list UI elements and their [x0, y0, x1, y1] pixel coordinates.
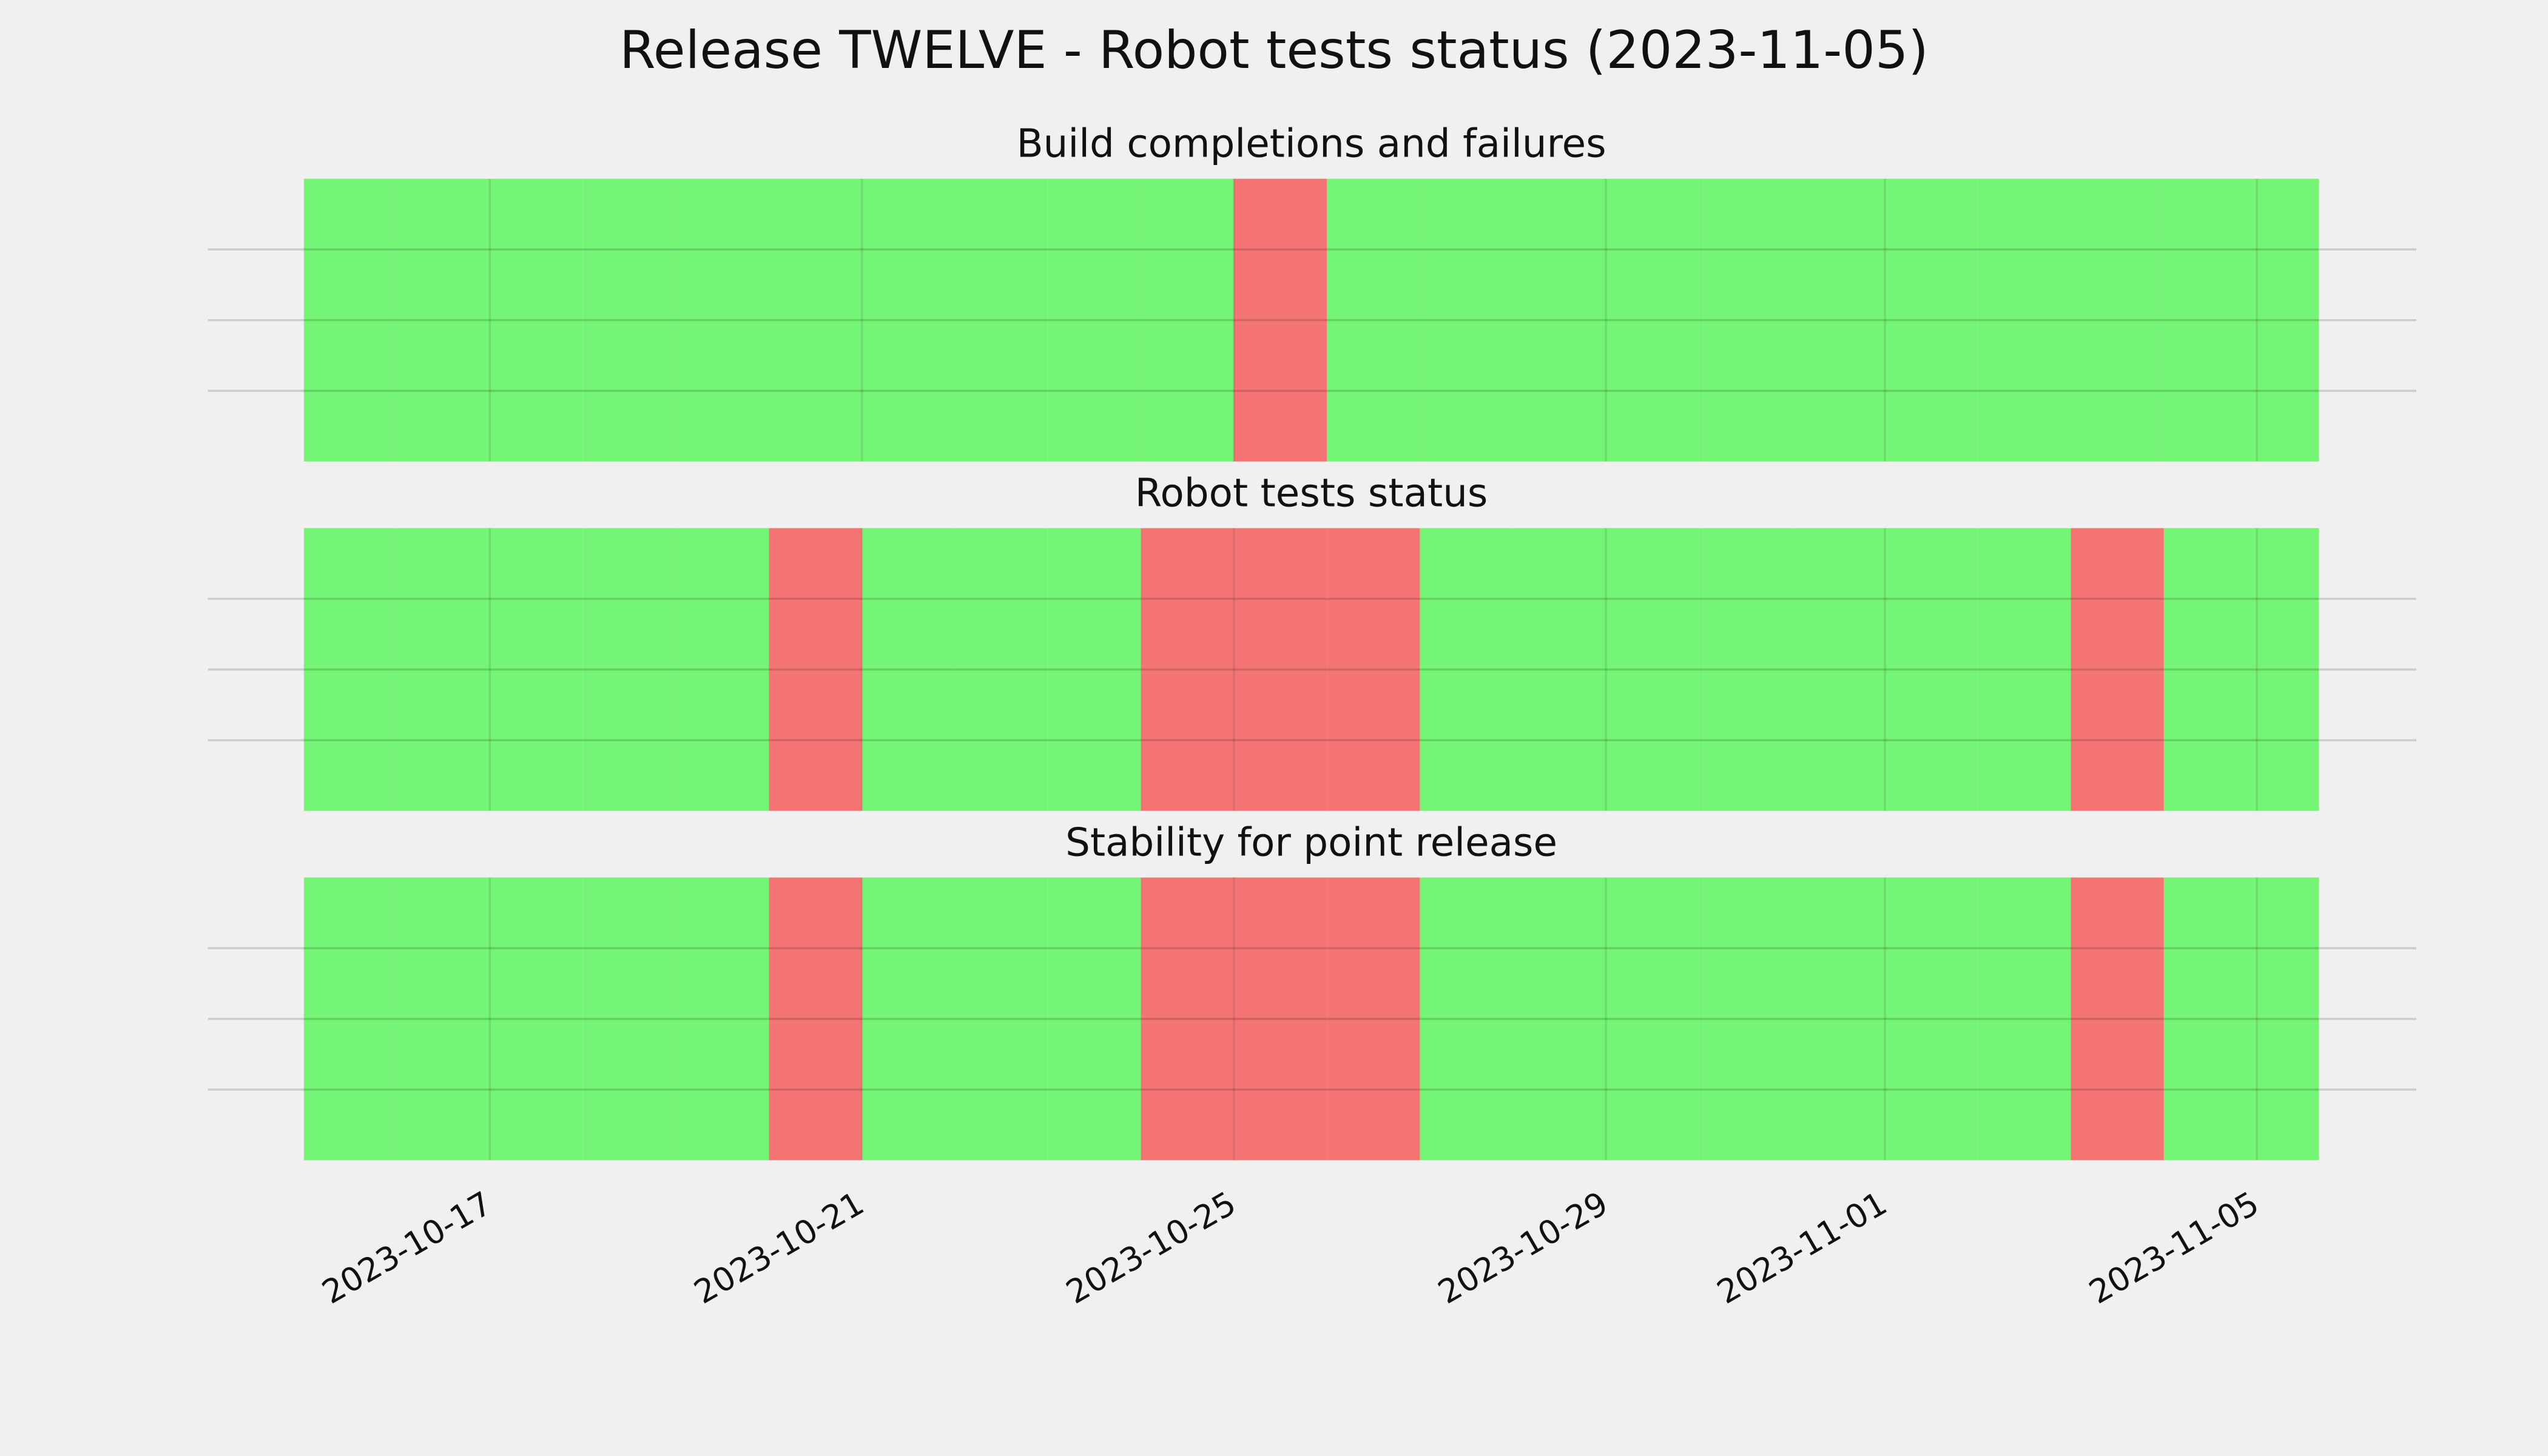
- panel-title: Stability for point release: [1065, 820, 1557, 865]
- panel-title: Robot tests status: [1135, 471, 1488, 516]
- status-bar: [1327, 877, 1420, 1161]
- status-bar: [2257, 178, 2319, 462]
- status-bar: [1512, 178, 1606, 462]
- status-bar: [2163, 877, 2257, 1161]
- status-bar: [1699, 178, 1792, 462]
- chart-title: Release TWELVE - Robot tests status (202…: [619, 20, 1929, 81]
- status-bar: [954, 877, 1048, 1161]
- status-bar: [1141, 178, 1234, 462]
- status-bar: [303, 877, 397, 1161]
- status-bar: [2257, 528, 2319, 811]
- status-bar: [490, 877, 583, 1161]
- status-bar: [582, 528, 676, 811]
- status-bar: [769, 877, 862, 1161]
- panel-title: Build completions and failures: [1017, 121, 1606, 167]
- status-bar: [1978, 528, 2071, 811]
- status-bar: [490, 528, 583, 811]
- status-bar: [2071, 178, 2164, 462]
- status-bar: [1791, 528, 1885, 811]
- status-bar: [1978, 178, 2071, 462]
- status-bar: [861, 178, 955, 462]
- status-bar: [1606, 877, 1699, 1161]
- status-bar: [954, 178, 1048, 462]
- status-bar: [397, 178, 490, 462]
- status-bar: [1327, 528, 1420, 811]
- status-bar: [1141, 877, 1234, 1161]
- status-bar: [303, 178, 397, 462]
- status-bar: [1233, 877, 1327, 1161]
- status-bar: [1791, 178, 1885, 462]
- status-bar: [1420, 877, 1513, 1161]
- status-bar: [2071, 528, 2164, 811]
- status-bar: [1884, 877, 1978, 1161]
- status-bar: [1141, 528, 1234, 811]
- status-bar: [2163, 528, 2257, 811]
- status-bar: [582, 877, 676, 1161]
- status-bar: [1978, 877, 2071, 1161]
- status-bar: [676, 528, 769, 811]
- status-bar: [490, 178, 583, 462]
- status-bar: [1699, 528, 1792, 811]
- status-bar: [1420, 178, 1513, 462]
- status-bar: [1048, 877, 1141, 1161]
- status-bar: [1420, 528, 1513, 811]
- status-bar: [1048, 178, 1141, 462]
- status-bar: [2257, 877, 2319, 1161]
- status-bar: [1512, 877, 1606, 1161]
- status-bar: [582, 178, 676, 462]
- status-bar: [303, 528, 397, 811]
- status-bar: [397, 877, 490, 1161]
- status-bar: [1233, 528, 1327, 811]
- status-bar: [1048, 528, 1141, 811]
- status-bar: [397, 528, 490, 811]
- status-bar: [1606, 528, 1699, 811]
- status-bar: [676, 178, 769, 462]
- status-bar: [1233, 178, 1327, 462]
- status-bar: [1791, 877, 1885, 1161]
- status-bar: [861, 877, 955, 1161]
- status-bar: [861, 528, 955, 811]
- status-bar: [2163, 178, 2257, 462]
- status-bar: [1327, 178, 1420, 462]
- status-bar: [769, 178, 862, 462]
- status-bar: [1699, 877, 1792, 1161]
- status-bar: [2071, 877, 2164, 1161]
- status-bar: [1884, 528, 1978, 811]
- status-bar: [954, 528, 1048, 811]
- status-bar: [676, 877, 769, 1161]
- status-bar: [1512, 528, 1606, 811]
- status-bar: [1884, 178, 1978, 462]
- status-bar: [769, 528, 862, 811]
- status-bar: [1606, 178, 1699, 462]
